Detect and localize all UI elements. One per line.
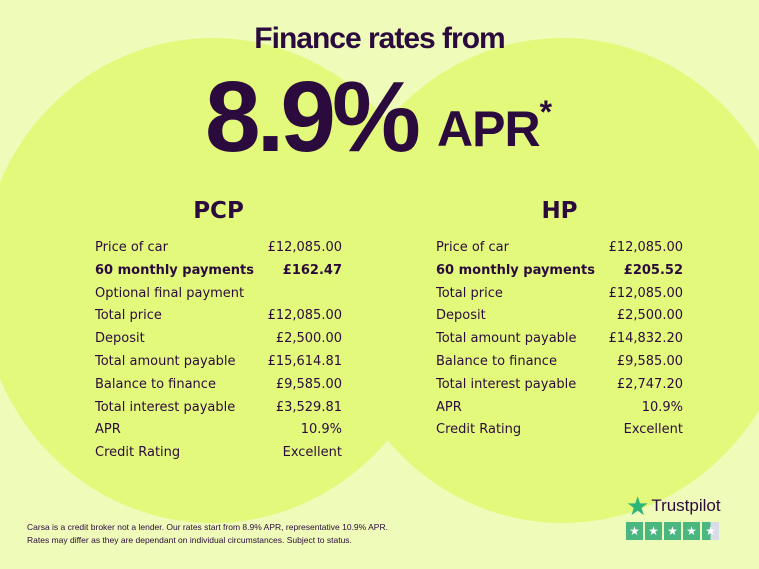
- row-label: 60 monthly payments: [436, 262, 595, 278]
- row-label: Optional final payment: [95, 285, 245, 301]
- row-label: Total amount payable: [436, 331, 577, 347]
- trustpilot-badge: ★ Trustpilot ★ ★ ★ ★ ★: [626, 491, 721, 540]
- headline: Finance rates from: [254, 22, 505, 55]
- table-row: APR 10.9%: [95, 422, 342, 445]
- table-row: Credit Rating Excellent: [436, 422, 683, 445]
- row-label: Deposit: [436, 308, 486, 324]
- trustpilot-label: Trustpilot: [651, 496, 721, 515]
- row-label: Balance to finance: [436, 353, 557, 369]
- row-value: £2,747.20: [616, 376, 683, 392]
- star-icon: ★: [645, 522, 662, 540]
- row-label: Credit Rating: [436, 422, 522, 438]
- row-value: Excellent: [623, 422, 683, 438]
- row-value: £9,585.00: [275, 376, 342, 392]
- table-row: 60 monthly payments £205.52: [436, 263, 683, 286]
- disclaimer: Carsa is a credit broker not a lender. O…: [27, 521, 388, 547]
- apr-text: APR: [437, 101, 541, 157]
- table-row: Deposit £2,500.00: [436, 308, 683, 331]
- row-label: Price of car: [436, 240, 509, 255]
- row-value: 10.9%: [300, 422, 342, 438]
- table-row: Total interest payable £2,747.20: [436, 377, 683, 400]
- apr-label: APR*: [437, 94, 552, 158]
- row-value: £12,085.00: [608, 285, 683, 301]
- hp-table: HP Price of car £12,085.00 60 monthly paym…: [436, 198, 683, 445]
- row-label: Deposit: [95, 331, 145, 347]
- row-label: APR: [436, 399, 462, 415]
- table-row: Balance to finance £9,585.00: [95, 377, 342, 400]
- table-row: Total price £12,085.00: [95, 308, 342, 331]
- pcp-heading: PCP: [193, 198, 244, 224]
- row-label: Balance to finance: [95, 376, 216, 392]
- row-value: £12,085.00: [267, 240, 342, 255]
- table-row: Total amount payable £14,832.20: [436, 331, 683, 354]
- trustpilot-rating: ★ ★ ★ ★ ★: [626, 522, 721, 540]
- row-label: Total price: [95, 308, 162, 324]
- disclaimer-line-2: Rates may differ as they are dependant o…: [27, 535, 352, 545]
- row-value: £205.52: [623, 262, 683, 278]
- row-value: £12,085.00: [608, 240, 683, 255]
- table-row: Total interest payable £3,529.81: [95, 400, 342, 423]
- row-value: £162.47: [282, 262, 342, 278]
- row-label: Total interest payable: [436, 376, 577, 392]
- table-row: Credit Rating Excellent: [95, 445, 342, 468]
- trustpilot-logo: ★ Trustpilot: [626, 491, 721, 521]
- right-circle-decoration: [330, 38, 759, 523]
- table-row: 60 monthly payments £162.47: [95, 263, 342, 286]
- row-label: Credit Rating: [95, 445, 181, 461]
- row-label: Total price: [436, 285, 503, 301]
- table-row: Price of car £12,085.00: [95, 240, 342, 263]
- rate-value: 8.9%: [205, 61, 421, 173]
- row-value: £12,085.00: [267, 308, 342, 324]
- row-label: Total amount payable: [95, 353, 236, 369]
- row-value: £14,832.20: [608, 331, 683, 347]
- row-value: £9,585.00: [616, 353, 683, 369]
- row-label: 60 monthly payments: [95, 262, 254, 278]
- row-value: £2,500.00: [616, 308, 683, 324]
- hp-heading: HP: [541, 198, 578, 224]
- table-row: Price of car £12,085.00: [436, 240, 683, 263]
- table-row: Total price £12,085.00: [436, 286, 683, 309]
- row-value: £3,529.81: [275, 399, 342, 415]
- table-row: Total amount payable £15,614.81: [95, 354, 342, 377]
- pcp-table: PCP Price of car £12,085.00 60 monthly pay…: [95, 198, 342, 468]
- table-row: Optional final payment: [95, 286, 342, 309]
- table-row: APR 10.9%: [436, 400, 683, 423]
- star-icon: ★: [702, 522, 719, 540]
- star-icon: ★: [664, 522, 681, 540]
- row-label: Price of car: [95, 240, 168, 255]
- row-value: £2,500.00: [275, 331, 342, 347]
- asterisk: *: [539, 94, 552, 130]
- row-label: APR: [95, 422, 121, 438]
- star-icon: ★: [683, 522, 700, 540]
- row-label: Total interest payable: [95, 399, 236, 415]
- table-row: Balance to finance £9,585.00: [436, 354, 683, 377]
- table-row: Deposit £2,500.00: [95, 331, 342, 354]
- star-icon: ★: [626, 522, 643, 540]
- disclaimer-line-1: Carsa is a credit broker not a lender. O…: [27, 522, 388, 532]
- row-value: Excellent: [282, 445, 342, 461]
- row-value: £15,614.81: [267, 353, 342, 369]
- trustpilot-star-icon: ★: [626, 491, 650, 521]
- row-value: 10.9%: [641, 399, 683, 415]
